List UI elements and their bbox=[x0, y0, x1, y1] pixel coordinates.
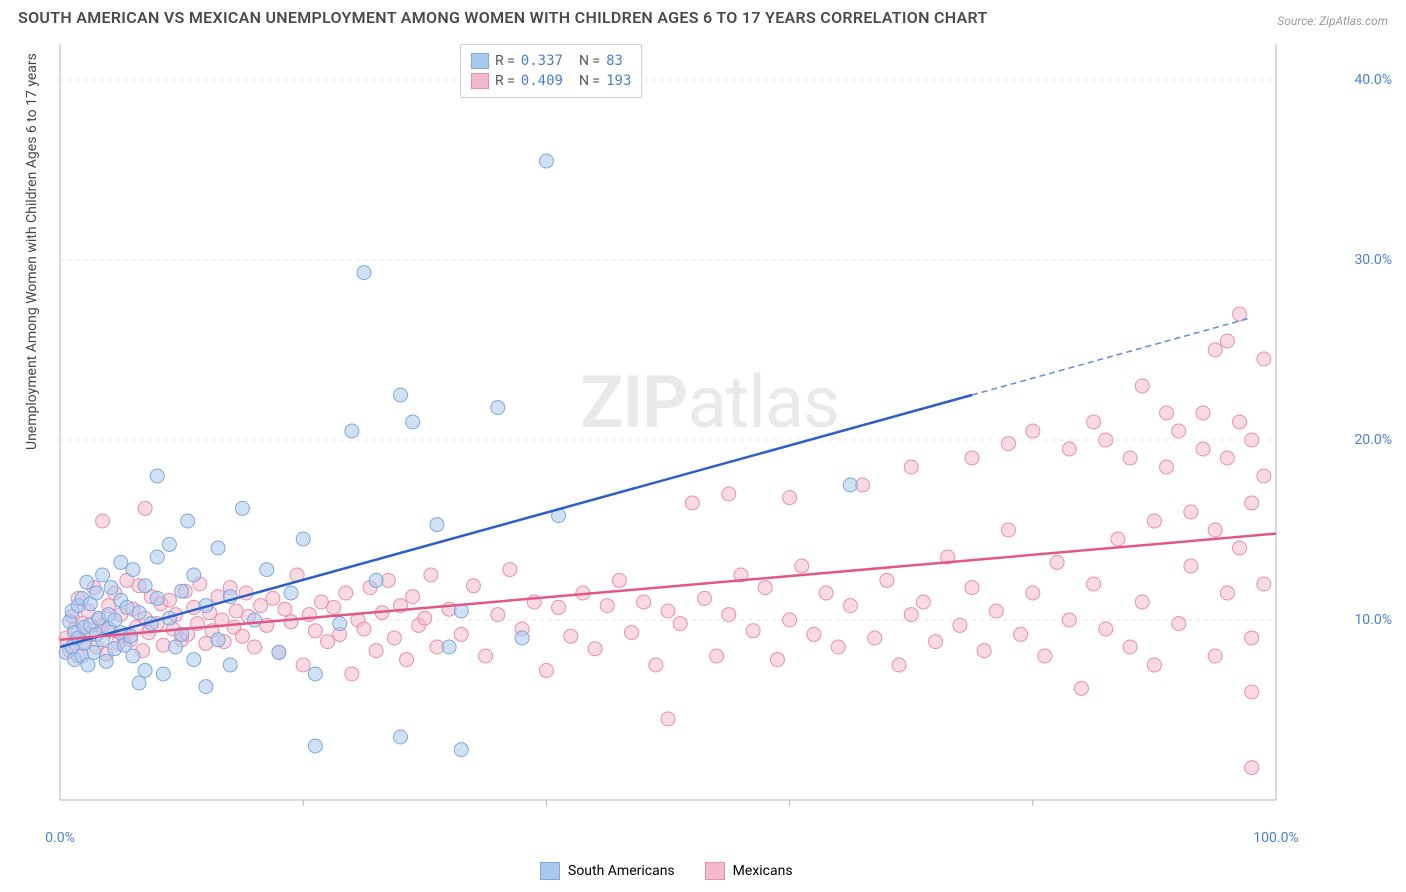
swatch-icon bbox=[540, 862, 560, 880]
chart-title: SOUTH AMERICAN VS MEXICAN UNEMPLOYMENT A… bbox=[18, 8, 988, 27]
n-label: N = bbox=[579, 71, 600, 91]
r-label: R = bbox=[495, 71, 515, 91]
y-tick-label: 10.0% bbox=[1354, 612, 1392, 628]
legend-row-mexican: R = 0.409 N = 193 bbox=[471, 71, 631, 91]
x-tick-label: 0.0% bbox=[45, 830, 75, 846]
n-label: N = bbox=[579, 51, 600, 71]
n-value: 193 bbox=[606, 71, 631, 91]
source-attribution: Source: ZipAtlas.com bbox=[1277, 14, 1388, 28]
swatch-icon bbox=[471, 73, 489, 89]
scatter-plot: 10.0%20.0%30.0%40.0%0.0%100.0% bbox=[56, 40, 1336, 820]
swatch-icon bbox=[471, 53, 489, 69]
legend-item: Mexicans bbox=[705, 862, 793, 880]
r-value: 0.337 bbox=[521, 51, 563, 71]
r-label: R = bbox=[495, 51, 515, 71]
y-axis-label: Unemployment Among Women with Children A… bbox=[24, 53, 40, 450]
n-value: 83 bbox=[606, 51, 623, 71]
correlation-legend: R = 0.337 N = 83 R = 0.409 N = 193 bbox=[460, 44, 642, 98]
r-value: 0.409 bbox=[521, 71, 563, 91]
legend-label: South Americans bbox=[568, 863, 675, 879]
plot-svg bbox=[56, 40, 1336, 820]
legend-row-south-american: R = 0.337 N = 83 bbox=[471, 51, 631, 71]
series-legend: South Americans Mexicans bbox=[540, 862, 793, 880]
legend-item: South Americans bbox=[540, 862, 675, 880]
swatch-icon bbox=[705, 862, 725, 880]
y-tick-label: 20.0% bbox=[1354, 432, 1392, 448]
y-tick-label: 40.0% bbox=[1354, 72, 1392, 88]
legend-label: Mexicans bbox=[733, 863, 793, 879]
y-tick-label: 30.0% bbox=[1354, 252, 1392, 268]
x-tick-label: 100.0% bbox=[1253, 830, 1298, 846]
